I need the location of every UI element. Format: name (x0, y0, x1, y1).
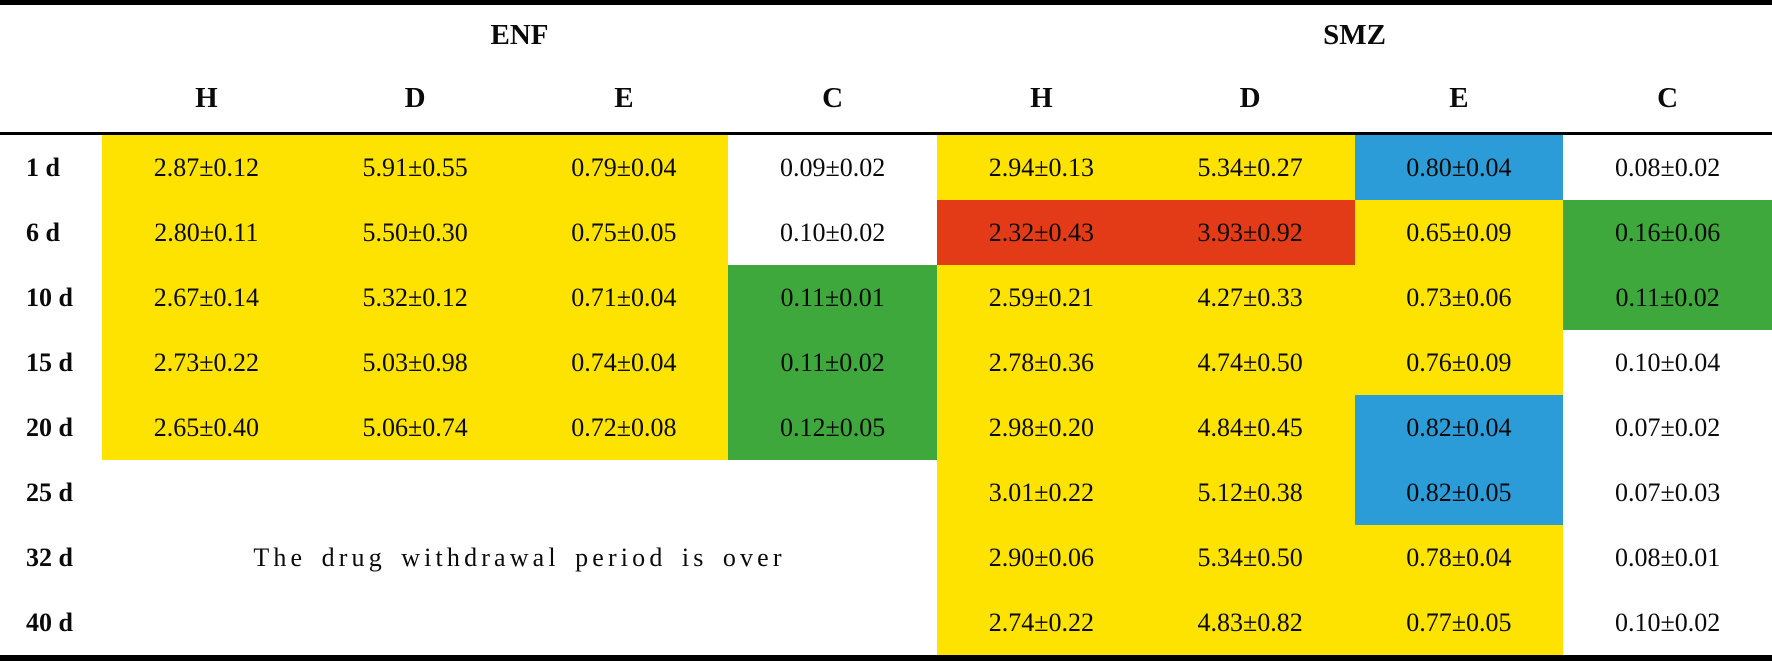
withdrawal-note: The drug withdrawal period is over (102, 525, 937, 590)
table-cell: 2.32±0.43 (937, 200, 1146, 265)
table-cell: 0.77±0.05 (1354, 590, 1564, 655)
column-header-smz-d: D (1239, 82, 1261, 114)
table-cell: 4.27±0.33 (1145, 265, 1355, 330)
table-cell: 5.06±0.74 (310, 395, 520, 460)
table-cell: 0.75±0.05 (519, 200, 729, 265)
table-cell: 0.82±0.05 (1354, 460, 1564, 525)
table-cell: 4.83±0.82 (1145, 590, 1355, 655)
table-cell: 2.65±0.40 (102, 395, 311, 460)
table-cell: 0.80±0.04 (1354, 135, 1564, 200)
table-cell: 0.07±0.02 (1563, 395, 1772, 460)
header-corner (0, 65, 102, 132)
empty-cell (102, 460, 937, 525)
group-header-enf: ENF (490, 18, 549, 51)
row-label: 32 d (0, 525, 102, 590)
table-cell: 0.09±0.02 (728, 135, 937, 200)
row-label: 20 d (0, 395, 102, 460)
row-label: 10 d (0, 265, 102, 330)
table-cell: 5.12±0.38 (1145, 460, 1355, 525)
table-cell: 5.34±0.27 (1145, 135, 1355, 200)
table-row: 40 d 2.74±0.22 4.83±0.82 0.77±0.05 0.10±0.02 (0, 590, 1772, 655)
table-cell: 5.91±0.55 (310, 135, 520, 200)
table-cell: 0.74±0.04 (519, 330, 729, 395)
row-label: 1 d (0, 135, 102, 200)
table-cell: 2.73±0.22 (102, 330, 311, 395)
table-cell: 2.78±0.36 (937, 330, 1146, 395)
table-cell: 3.93±0.92 (1145, 200, 1355, 265)
table-cell: 0.07±0.03 (1563, 460, 1772, 525)
column-header-smz-h: H (1030, 82, 1053, 114)
table-cell: 0.10±0.04 (1563, 330, 1772, 395)
column-header-enf-h: H (195, 82, 218, 114)
table-row: 10 d 2.67±0.14 5.32±0.12 0.71±0.04 0.11±0.01… (0, 265, 1772, 330)
table-row: 1 d 2.87±0.12 5.91±0.55 0.79±0.04 0.09±0.02 2… (0, 135, 1772, 200)
table-cell: 2.90±0.06 (937, 525, 1146, 590)
group-header-smz: SMZ (1323, 18, 1386, 51)
table-cell: 5.50±0.30 (310, 200, 520, 265)
table-cell: 2.80±0.11 (102, 200, 311, 265)
table-cell: 0.11±0.02 (728, 330, 937, 395)
column-header-enf-d: D (404, 82, 426, 114)
table-cell: 0.82±0.04 (1354, 395, 1564, 460)
column-header-smz-e: E (1449, 82, 1469, 114)
table-cell: 0.65±0.09 (1354, 200, 1564, 265)
table-row: 25 d 3.01±0.22 5.12±0.38 0.82±0.05 0.07±0.03 (0, 460, 1772, 525)
table-row: 32 d The drug withdrawal period is over 2.… (0, 525, 1772, 590)
row-label: 15 d (0, 330, 102, 395)
table-cell: 0.12±0.05 (728, 395, 937, 460)
table-cell: 0.71±0.04 (519, 265, 729, 330)
table-cell: 0.10±0.02 (728, 200, 937, 265)
table-row: 20 d 2.65±0.40 5.06±0.74 0.72±0.08 0.12±0.05… (0, 395, 1772, 460)
table-cell: 0.11±0.01 (728, 265, 937, 330)
row-label: 25 d (0, 460, 102, 525)
table-body: 1 d 2.87±0.12 5.91±0.55 0.79±0.04 0.09±0.02 2… (0, 135, 1772, 655)
table-cell: 0.76±0.09 (1354, 330, 1564, 395)
table-cell: 0.79±0.04 (519, 135, 729, 200)
table-cell: 2.87±0.12 (102, 135, 311, 200)
table-cell: 0.16±0.06 (1563, 200, 1772, 265)
group-header-row: ENF SMZ (0, 5, 1772, 65)
table-cell: 5.32±0.12 (310, 265, 520, 330)
table-cell: 5.34±0.50 (1145, 525, 1355, 590)
table-cell: 0.08±0.01 (1563, 525, 1772, 590)
table-cell: 4.84±0.45 (1145, 395, 1355, 460)
row-label: 40 d (0, 590, 102, 655)
table-cell: 0.72±0.08 (519, 395, 729, 460)
table-cell: 5.03±0.98 (310, 330, 520, 395)
row-label: 6 d (0, 200, 102, 265)
empty-cell (102, 590, 937, 655)
table-cell: 4.74±0.50 (1145, 330, 1355, 395)
table-cell: 2.59±0.21 (937, 265, 1146, 330)
header-corner (0, 5, 102, 65)
column-header-enf-e: E (614, 82, 634, 114)
table-cell: 2.74±0.22 (937, 590, 1146, 655)
table-cell: 2.67±0.14 (102, 265, 311, 330)
table-cell: 2.98±0.20 (937, 395, 1146, 460)
table-cell: 2.94±0.13 (937, 135, 1146, 200)
column-header-row: H D E C H D E C (0, 65, 1772, 132)
table-header: ENF SMZ H D E C H D E C (0, 5, 1772, 135)
table-row: 15 d 2.73±0.22 5.03±0.98 0.74±0.04 0.11±0.02… (0, 330, 1772, 395)
table-cell: 0.10±0.02 (1563, 590, 1772, 655)
table-cell: 0.08±0.02 (1563, 135, 1772, 200)
table-row: 6 d 2.80±0.11 5.50±0.30 0.75±0.05 0.10±0.02 2… (0, 200, 1772, 265)
column-header-enf-c: C (822, 82, 844, 114)
table-cell: 0.73±0.06 (1354, 265, 1564, 330)
column-header-smz-c: C (1657, 82, 1679, 114)
table-cell: 3.01±0.22 (937, 460, 1146, 525)
table-cell: 0.78±0.04 (1354, 525, 1564, 590)
table-cell: 0.11±0.02 (1563, 265, 1772, 330)
